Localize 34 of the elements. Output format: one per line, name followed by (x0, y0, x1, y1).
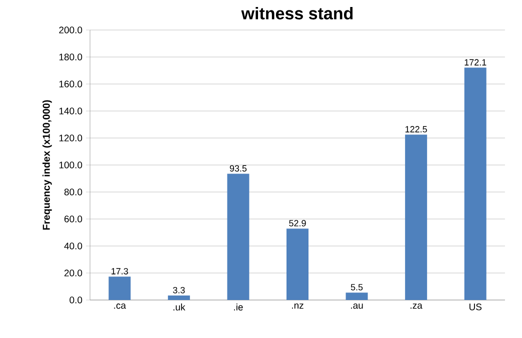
y-tick-label: 140.0 (59, 108, 82, 114)
y-tick-label: 0.0 (70, 296, 82, 304)
bar (227, 174, 250, 300)
y-tick-label: 180.0 (59, 54, 82, 60)
x-tick-label: .ca (114, 304, 126, 309)
bar (108, 276, 131, 300)
y-tick-label: 200.0 (59, 26, 82, 34)
y-axis-title: Frequency index (x100,000) (42, 100, 52, 230)
bar (286, 228, 308, 300)
x-tick-label: .ie (234, 304, 243, 311)
data-label: 3.3 (173, 286, 185, 294)
x-tick-label: US (469, 304, 482, 310)
data-label: 93.5 (230, 165, 247, 172)
data-label: 52.9 (289, 220, 306, 226)
y-tick-label: 160.0 (59, 80, 82, 88)
bar (346, 292, 368, 300)
x-tick-label: .au (351, 304, 363, 309)
y-tick-label: 60.0 (64, 216, 82, 222)
y-tick-label: 100.0 (59, 162, 82, 168)
chart-title: witness stand (241, 6, 353, 20)
data-label: 122.5 (406, 126, 427, 132)
y-tick-label: 40.0 (64, 242, 82, 250)
y-tick-label: 20.0 (64, 270, 82, 276)
y-tick-label: 80.0 (64, 188, 82, 196)
bar (405, 134, 428, 300)
data-label: 172.1 (464, 59, 486, 66)
bar (464, 68, 486, 300)
data-label: 17.3 (112, 268, 128, 274)
x-tick-label: .za (410, 304, 422, 309)
x-tick-label: .nz (292, 304, 304, 309)
y-tick-label: 120.0 (59, 134, 82, 142)
data-label: 5.5 (350, 284, 363, 290)
x-tick-label: .uk (173, 304, 186, 311)
bar (168, 296, 190, 300)
